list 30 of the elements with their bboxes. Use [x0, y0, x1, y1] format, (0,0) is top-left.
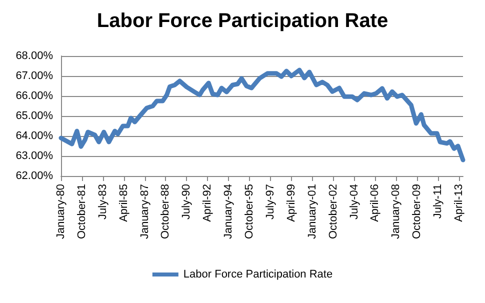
y-tick-label: 68.00% — [16, 50, 54, 62]
x-tick-label: January-80 — [55, 184, 67, 240]
x-tick-label: July-83 — [96, 184, 109, 220]
y-tick-label: 65.00% — [16, 110, 54, 122]
y-tick-label: 62.00% — [16, 170, 54, 182]
x-tick-label: July-90 — [180, 184, 193, 220]
x-tick-label: April-92 — [202, 184, 214, 222]
line-series — [58, 68, 466, 162]
x-tick-label: April-85 — [118, 184, 130, 222]
y-tick-label: 64.00% — [16, 130, 54, 142]
y-tick-label: 66.00% — [16, 90, 54, 102]
x-tick-label: January-94 — [222, 184, 235, 240]
x-tick-label: July-11 — [432, 184, 444, 219]
x-tick-label: October-81 — [76, 184, 88, 240]
x-tick-label: January-08 — [390, 184, 402, 240]
x-tick-label: July-97 — [264, 184, 276, 220]
x-tick-label: April-99 — [285, 184, 298, 222]
x-tick-label: October-02 — [327, 184, 340, 240]
x-tick-label: January-01 — [306, 184, 318, 240]
x-tick-label: January-87 — [138, 184, 151, 240]
x-tick-label: October-88 — [160, 184, 172, 240]
x-tick-label: October-09 — [411, 184, 424, 240]
x-tick-label: April-06 — [369, 184, 382, 222]
x-tick-label: April-13 — [453, 184, 465, 222]
chart-title: Labor Force Participation Rate — [96, 10, 388, 32]
x-tick-label: July-04 — [348, 184, 360, 220]
y-tick-label: 67.00% — [16, 70, 54, 82]
legend-label: Labor Force Participation Rate — [183, 268, 333, 280]
x-tick-label: October-95 — [244, 184, 256, 240]
y-tick-label: 63.00% — [16, 150, 54, 162]
